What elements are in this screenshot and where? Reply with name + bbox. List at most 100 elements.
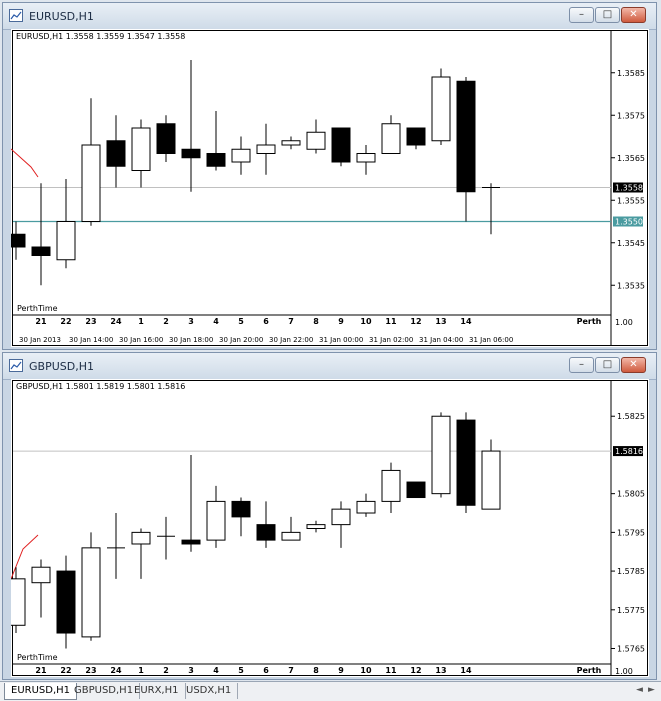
tab-scroll-left-icon[interactable]: ◄ — [636, 685, 643, 695]
hour-label: 24 — [110, 317, 122, 326]
y-tick-label: 1.5795 — [617, 528, 645, 537]
bid-price-box — [613, 182, 643, 193]
candle-body — [381, 123, 401, 154]
hline-price-label: 1.3550 — [615, 218, 643, 227]
hour-label: 4 — [213, 666, 219, 675]
y-tick-label: 1.5765 — [617, 645, 645, 654]
y-tick-label: 1.3545 — [617, 239, 645, 248]
window-titlebar[interactable]: GBPUSD,H1 – □ ✕ — [3, 353, 656, 380]
close-button[interactable]: ✕ — [621, 7, 646, 23]
hour-label: 11 — [385, 666, 397, 675]
hour-label: 6 — [263, 666, 269, 675]
chart-window-icon — [9, 359, 23, 372]
date-label: 30 Jan 16:00 — [119, 336, 163, 344]
bid-price-label: 1.3558 — [615, 184, 643, 193]
hour-label: 13 — [435, 666, 446, 675]
hour-label: 22 — [60, 317, 71, 326]
chart-tab-bar: EURUSD,H1 GBPUSD,H1 EURX,H1 USDX,H1 ◄ ► — [0, 681, 661, 701]
y-tick-label: 1.5805 — [617, 490, 645, 499]
candle-body — [131, 531, 151, 545]
candle-body — [106, 140, 126, 167]
maximize-button[interactable]: □ — [595, 7, 620, 23]
hour-label: 12 — [410, 666, 421, 675]
candle-body — [356, 153, 376, 163]
candle-body — [406, 481, 426, 499]
hour-label: 24 — [110, 666, 122, 675]
tab-eurusd[interactable]: EURUSD,H1 — [4, 683, 78, 700]
hour-label: 5 — [238, 317, 244, 326]
hour-label: 11 — [385, 317, 397, 326]
candle-body — [281, 531, 301, 541]
maximize-button[interactable]: □ — [595, 357, 620, 373]
date-label: 30 Jan 18:00 — [169, 336, 213, 344]
candle-body — [231, 500, 251, 518]
tab-eurx[interactable]: EURX,H1 — [128, 683, 186, 699]
candle-body — [31, 566, 51, 584]
hour-label: 1 — [138, 666, 144, 675]
candle-body — [206, 153, 226, 167]
candle-body — [406, 127, 426, 146]
minimize-button[interactable]: – — [569, 357, 594, 373]
perth-time-label: PerthTime — [17, 304, 58, 313]
timezone-label: Perth — [577, 317, 602, 326]
hour-label: 2 — [163, 317, 169, 326]
hour-label: 14 — [460, 666, 472, 675]
chart-window-gbpusd[interactable]: GBPUSD,H1 – □ ✕ GBPUSD,H1 1.5801 1.5819 … — [2, 352, 657, 680]
date-label: 30 Jan 14:00 — [69, 336, 113, 344]
chart-symbol-info: EURUSD,H1 1.3558 1.3559 1.3547 1.3558 — [16, 32, 185, 41]
hour-label: 13 — [435, 317, 446, 326]
price-chart-gbpusd[interactable]: GBPUSD,H1 1.5801 1.5819 1.5801 1.5816 Per… — [11, 379, 649, 677]
y-tick-label: 1.3535 — [617, 281, 645, 290]
date-label: 31 Jan 02:00 — [369, 336, 413, 344]
window-title: EURUSD,H1 — [29, 10, 94, 23]
close-button[interactable]: ✕ — [621, 357, 646, 373]
hour-label: 12 — [410, 317, 421, 326]
candle-body — [256, 524, 276, 541]
hour-label: 9 — [338, 666, 344, 675]
chart-symbol-info: GBPUSD,H1 1.5801 1.5819 1.5801 1.5816 — [16, 382, 185, 391]
window-titlebar[interactable]: EURUSD,H1 – □ ✕ — [3, 3, 656, 30]
chart-window-eurusd[interactable]: EURUSD,H1 – □ ✕ EURUSD,H1 1.3558 1.3559 … — [2, 2, 657, 350]
date-label: 30 Jan 20:00 — [219, 336, 263, 344]
hour-label: 22 — [60, 666, 71, 675]
hour-label: 7 — [288, 666, 294, 675]
hour-label: 9 — [338, 317, 344, 326]
candle-body — [256, 144, 276, 154]
corner-value-label: 1.00 — [615, 667, 633, 676]
minimize-button[interactable]: – — [569, 7, 594, 23]
hour-label: 6 — [263, 317, 269, 326]
candle-body — [356, 500, 376, 514]
hour-label: 21 — [35, 317, 47, 326]
y-tick-label: 1.5775 — [617, 606, 645, 615]
y-tick-label: 1.3555 — [617, 196, 645, 205]
date-label: 30 Jan 2013 — [19, 336, 61, 344]
candle-body — [11, 233, 26, 248]
hour-label: 2 — [163, 666, 169, 675]
price-chart-eurusd[interactable]: EURUSD,H1 1.3558 1.3559 1.3547 1.3558 Per… — [11, 29, 649, 347]
hour-label: 21 — [35, 666, 47, 675]
tab-gbpusd[interactable]: GBPUSD,H1 — [68, 683, 141, 699]
hour-label: 10 — [360, 666, 372, 675]
candle-body — [11, 578, 26, 626]
perth-time-label: PerthTime — [17, 653, 58, 662]
candle-body — [306, 524, 326, 529]
hour-label: 14 — [460, 317, 472, 326]
chart-frame — [12, 380, 648, 676]
hour-label: 23 — [85, 317, 96, 326]
candle-body — [431, 415, 451, 495]
candle-body — [381, 469, 401, 502]
hour-label: 23 — [85, 666, 96, 675]
window-title: GBPUSD,H1 — [29, 360, 94, 373]
bid-price-box — [613, 446, 643, 457]
bid-price-label: 1.5816 — [615, 447, 643, 456]
candle-body — [181, 539, 201, 545]
indicator-line — [11, 148, 39, 178]
candle-body — [131, 127, 151, 171]
hour-label: 5 — [238, 666, 244, 675]
tab-scroll-right-icon[interactable]: ► — [648, 685, 655, 695]
hour-label: 4 — [213, 317, 219, 326]
tab-usdx[interactable]: USDX,H1 — [180, 683, 239, 699]
candle-body — [281, 140, 301, 146]
candle-body — [56, 221, 76, 261]
y-tick-label: 1.5825 — [617, 412, 645, 421]
